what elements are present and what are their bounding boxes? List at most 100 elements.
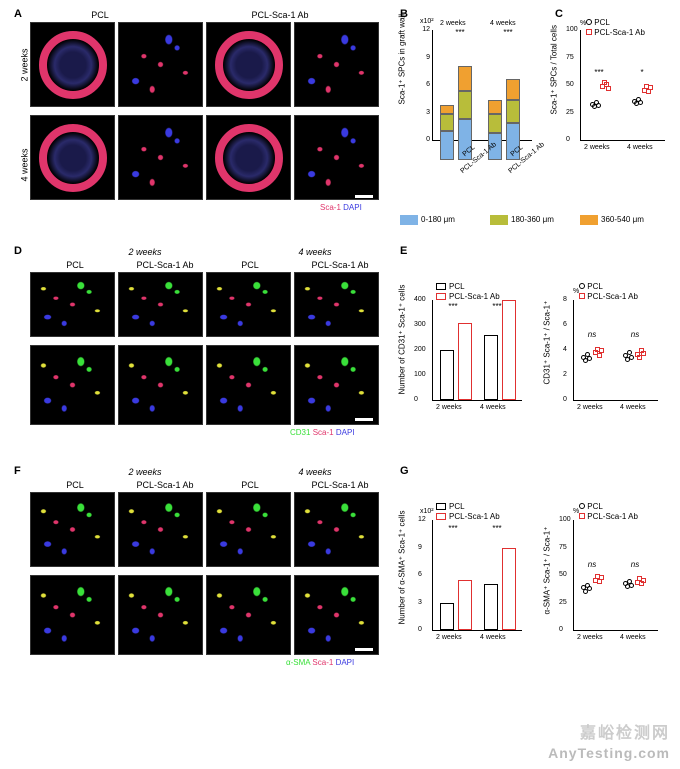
legend-e2-ab: PCL-Sca-1 Ab [579,292,638,301]
chart-b-ylabel: Sca-1⁺ SPCs in graft wall [398,14,407,104]
chart-g1-ylabel: Number of α-SMA⁺ Sca-1⁺ cells [398,511,407,625]
chart-c-sig1: *** [584,68,614,77]
panel-label-d: D [14,245,22,257]
legend-g1-ab: PCL-Sca-1 Ab [436,512,500,521]
chart-e2-x1: 2 weeks [577,404,603,411]
legend-g1-pcl: PCL [436,502,465,511]
f-c4: PCL-Sca-1 Ab [300,480,380,490]
chart-e1: Number of CD31⁺ Sca-1⁺ cells PCL PCL-Sca… [410,290,530,430]
legend-g2-pcl: PCL [579,502,603,511]
d-c2: PCL-Sca-1 Ab [125,260,205,270]
chart-g1-x1: 2 weeks [436,634,462,641]
legend-c-pcl: PCL [586,18,610,27]
head-f-2w: 2 weeks [70,467,220,477]
chart-c-x1: 2 weeks [584,144,610,151]
scale-f [355,648,373,651]
chart-e1-x1: 2 weeks [436,404,462,411]
chart-g2-yaxis [573,520,574,630]
chart-e1-yaxis [432,300,433,400]
chart-e2-xaxis [573,400,658,401]
chart-g1-sig2: *** [482,524,512,533]
head-d-4w: 4 weeks [240,247,390,257]
img-a-4w-pcl-zoom [118,115,203,200]
chart-b-h2: 4 weeks [490,20,516,27]
legend-e2-pcl: PCL [579,282,603,291]
chart-b: Sca-1⁺ SPCs in graft wall x10² 036912 2 … [410,20,540,170]
legend-e1-pcl: PCL [436,282,465,291]
panel-label-g: G [400,465,409,477]
chart-g2-x2: 4 weeks [620,634,646,641]
chart-e2-x2: 4 weeks [620,404,646,411]
chart-e2-yaxis [573,300,574,400]
scale-d [355,418,373,421]
img-f-2 [118,492,203,567]
img-d-3 [206,272,291,337]
img-a-2w-ab-zoom [294,22,379,107]
chart-e1-xaxis [432,400,522,401]
chart-g2-x1: 2 weeks [577,634,603,641]
chart-g2: α-SMA⁺ Sca-1⁺ / Sca-1⁺ % PCL PCL-Sca-1 A… [555,510,670,660]
panel-label-e: E [400,245,407,257]
d-c4: PCL-Sca-1 Ab [300,260,380,270]
d-c1: PCL [40,260,110,270]
img-f-7 [206,575,291,655]
chart-g2-ylabel: α-SMA⁺ Sca-1⁺ / Sca-1⁺ [543,527,552,615]
f-c3: PCL [215,480,285,490]
img-d-7 [206,345,291,425]
row-4w-a: 4 weeks [20,148,30,181]
f-c1: PCL [40,480,110,490]
legend-c-ab: PCL-Sca-1 Ab [586,28,645,37]
chart-g2-xaxis [573,630,658,631]
chart-c-x2: 4 weeks [627,144,653,151]
img-f-5 [30,575,115,655]
chart-g1-xaxis [432,630,522,631]
img-d-6 [118,345,203,425]
watermark-en: AnyTesting.com [548,745,670,761]
legend-depth-2: 180-360 μm [490,215,554,225]
img-f-8 [294,575,379,655]
chart-g1: Number of α-SMA⁺ Sca-1⁺ cells x10² PCL P… [410,510,530,660]
panel-label-a: A [14,8,22,20]
chart-g1-yaxis [432,520,433,630]
img-d-5 [30,345,115,425]
img-d-2 [118,272,203,337]
img-a-4w-ab-ring [206,115,291,200]
chart-e2-sig2: ns [620,330,650,339]
img-a-4w-pcl-ring [30,115,115,200]
chart-e1-ylabel: Number of CD31⁺ Sca-1⁺ cells [398,285,407,395]
chart-e2-sig1: ns [577,330,607,339]
img-f-4 [294,492,379,567]
panel-label-c: C [555,8,563,20]
col-pclab-a: PCL-Sca-1 Ab [240,10,320,20]
head-f-4w: 4 weeks [240,467,390,477]
img-d-8 [294,345,379,425]
legend-depth-1: 0-180 μm [400,215,455,225]
img-f-3 [206,492,291,567]
panel-label-f: F [14,465,21,477]
chart-g2-sig1: ns [577,560,607,569]
chart-g2-sig2: ns [620,560,650,569]
d-c3: PCL [215,260,285,270]
stain-d: CD31 Sca-1 DAPI [290,428,355,437]
chart-c-ylabel: Sca-1⁺ SPCs / Total cells [550,25,559,114]
chart-e1-sig1: *** [438,302,468,311]
chart-c-xaxis [580,140,665,141]
col-pcl-a: PCL [70,10,130,20]
scale-a [355,195,373,198]
chart-b-sig1: *** [440,28,480,37]
head-d-2w: 2 weeks [70,247,220,257]
chart-b-h1: 2 weeks [440,20,466,27]
chart-c-yaxis [580,30,581,140]
chart-e1-sig2: *** [482,302,512,311]
chart-c: Sca-1⁺ SPCs / Total cells % PCL PCL-Sca-… [562,20,672,170]
img-a-2w-pcl-ring [30,22,115,107]
legend-e1-ab: PCL-Sca-1 Ab [436,292,500,301]
stain-f: α-SMA Sca-1 DAPI [286,658,354,667]
chart-e2-ylabel: CD31⁺ Sca-1⁺ / Sca-1⁺ [543,301,552,385]
chart-b-yscale: x10² [420,18,434,25]
chart-g1-yscale: x10² [420,508,434,515]
legend-depth-3: 360-540 μm [580,215,644,225]
img-f-6 [118,575,203,655]
chart-c-sig2: * [627,68,657,77]
chart-e1-x2: 4 weeks [480,404,506,411]
